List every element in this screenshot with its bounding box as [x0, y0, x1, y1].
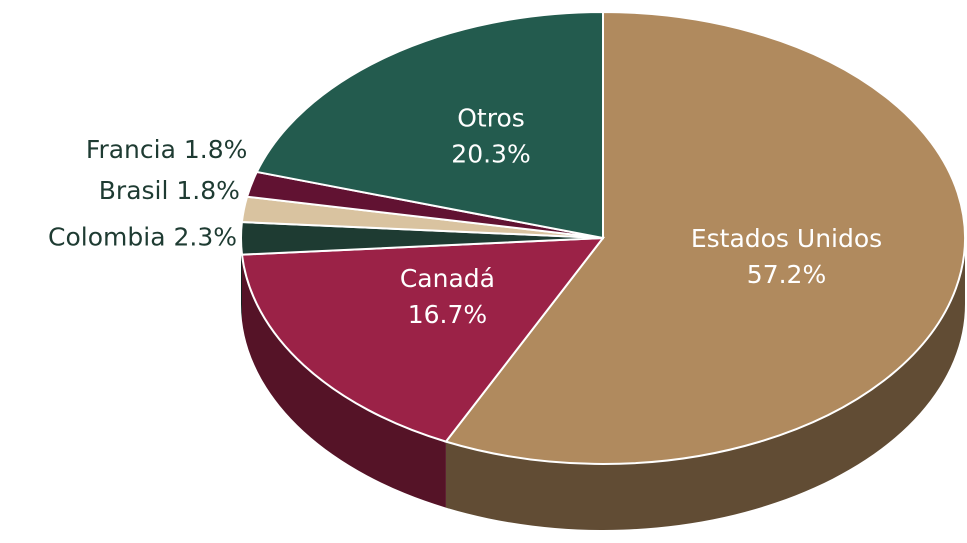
slice-label: Estados Unidos — [691, 224, 882, 253]
slice-label: Otros — [457, 104, 525, 133]
slice — [255, 10, 604, 240]
value-label: 16.7% — [408, 300, 487, 329]
value-label: 1.8% — [176, 176, 240, 205]
slice — [444, 10, 966, 465]
category-name: Francia — [86, 135, 176, 164]
value-label: 20.3% — [451, 140, 530, 169]
slice-side — [445, 238, 965, 530]
category-name: Brasil — [99, 176, 169, 205]
value-label: 57.2% — [747, 260, 826, 289]
slice-side — [241, 254, 446, 508]
slice-label: Francia 1.8% — [86, 135, 247, 164]
category-name: Colombia — [48, 223, 165, 252]
value-label: 2.3% — [173, 223, 237, 252]
slice-label: Canadá — [400, 264, 495, 293]
slice-label: Brasil 1.8% — [99, 176, 240, 205]
slice — [240, 236, 606, 443]
slice-label: Colombia 2.3% — [48, 223, 237, 252]
value-label: 1.8% — [184, 135, 248, 164]
